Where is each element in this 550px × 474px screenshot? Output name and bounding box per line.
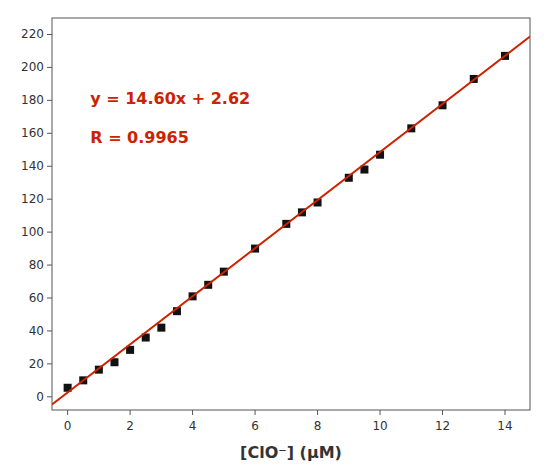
x-tick-label: 2: [126, 419, 134, 433]
x-axis-label: [ClO⁻] (μM): [240, 443, 342, 462]
y-tick: [47, 330, 52, 331]
annotations: y = 14.60x + 2.62 R = 0.9965: [90, 89, 250, 147]
plot-data: [52, 37, 530, 405]
y-tick-label: 140: [21, 159, 44, 173]
y-tick-label: 20: [29, 357, 44, 371]
y-tick: [47, 34, 52, 35]
y-tick-label: 160: [21, 126, 44, 140]
x-tick: [380, 410, 381, 415]
x-tick-label: 12: [435, 419, 450, 433]
y-tick-label: 60: [29, 291, 44, 305]
y-tick: [47, 133, 52, 134]
annotation: y = 14.60x + 2.62: [90, 89, 250, 108]
regression-line: [52, 37, 530, 405]
plot-frame: [52, 18, 530, 410]
x-tick-label: 0: [64, 419, 72, 433]
chart-svg: 0246810121402040608010012014016018020022…: [0, 0, 550, 474]
y-tick-label: 180: [21, 93, 44, 107]
x-tick: [192, 410, 193, 415]
y-tick-label: 0: [36, 390, 44, 404]
y-tick-label: 120: [21, 192, 44, 206]
annotation: R = 0.9965: [90, 128, 189, 147]
y-tick: [47, 100, 52, 101]
y-tick: [47, 232, 52, 233]
y-tick-label: 220: [21, 27, 44, 41]
x-tick: [505, 410, 506, 415]
y-tick: [47, 298, 52, 299]
scatter-point: [157, 324, 165, 332]
x-tick-label: 14: [497, 419, 512, 433]
y-axis: 0 20 40 60 80 100 120 140 160 180 200 220: [21, 27, 52, 403]
x-tick: [255, 410, 256, 415]
y-tick: [47, 67, 52, 68]
y-tick: [47, 396, 52, 397]
x-tick: [442, 410, 443, 415]
x-tick: [317, 410, 318, 415]
y-tick: [47, 363, 52, 364]
x-axis: 0 2 4 6 8 10 12 14: [64, 410, 513, 433]
x-tick-label: 6: [251, 419, 259, 433]
x-tick-label: 10: [372, 419, 387, 433]
y-tick-label: 40: [29, 324, 44, 338]
y-tick-label: 200: [21, 60, 44, 74]
y-tick-label: 80: [29, 258, 44, 272]
x-tick: [67, 410, 68, 415]
x-tick: [130, 410, 131, 415]
y-tick: [47, 265, 52, 266]
y-tick-label: 100: [21, 225, 44, 239]
x-tick-label: 8: [314, 419, 322, 433]
chart-container: 0246810121402040608010012014016018020022…: [0, 0, 550, 474]
y-tick: [47, 199, 52, 200]
x-tick-label: 4: [189, 419, 197, 433]
y-tick: [47, 166, 52, 167]
